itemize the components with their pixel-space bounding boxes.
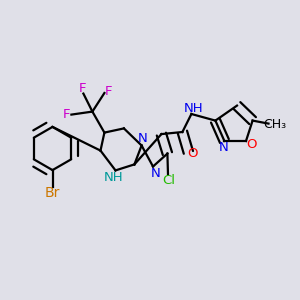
Text: F: F bbox=[63, 108, 71, 121]
Text: NH: NH bbox=[184, 102, 204, 115]
Text: CH₃: CH₃ bbox=[263, 118, 287, 131]
Text: N: N bbox=[219, 141, 229, 154]
Text: Br: Br bbox=[44, 186, 60, 200]
Text: F: F bbox=[79, 82, 87, 95]
Text: O: O bbox=[246, 138, 256, 151]
Text: F: F bbox=[105, 85, 113, 98]
Text: N: N bbox=[138, 132, 148, 146]
Text: N: N bbox=[151, 167, 161, 180]
Text: NH: NH bbox=[104, 171, 124, 184]
Text: O: O bbox=[188, 147, 198, 160]
Text: Cl: Cl bbox=[162, 174, 176, 187]
